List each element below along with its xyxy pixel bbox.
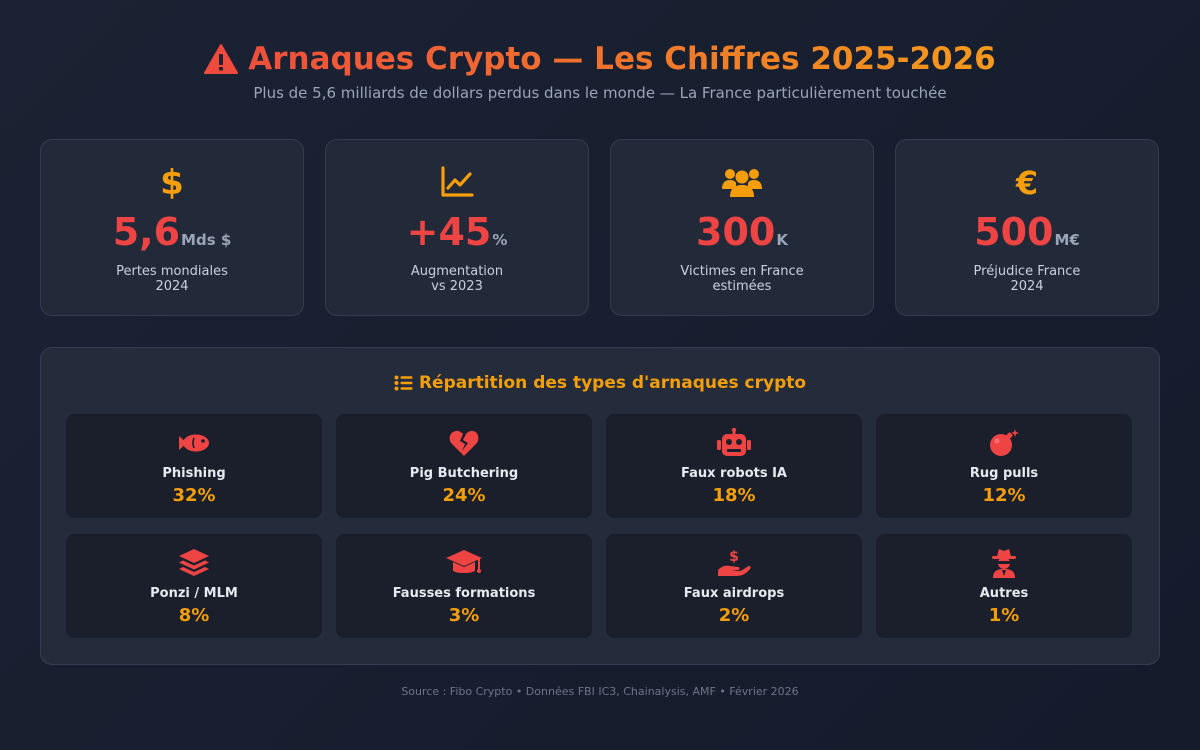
hand-dollar-icon: $ [718, 549, 751, 576]
stat-label: Pertes mondiales [116, 264, 228, 279]
stats-row: $ 5,6 Mds $ Pertes mondiales 2024 +45 % … [40, 139, 1160, 316]
scam-name: Pig Butchering [409, 466, 519, 481]
scam-types-grid: Phishing 32% Pig Butchering 24% [66, 414, 1134, 638]
scam-name: Faux robots IA [680, 466, 787, 481]
graduation-cap-icon [446, 550, 482, 573]
scam-percent: 12% [982, 485, 1026, 506]
scam-percent: 2% [718, 605, 750, 626]
scam-name: Fausses formations [392, 586, 536, 601]
svg-text:$: $ [160, 164, 184, 200]
dollar-icon: $ [160, 164, 184, 200]
stat-value: 500 [974, 210, 1054, 254]
scam-name: Ponzi / MLM [150, 586, 238, 601]
layers-icon [179, 549, 209, 576]
user-secret-icon [992, 549, 1016, 578]
chart-line-icon [441, 166, 474, 197]
scam-card-other: Autres 1% [876, 534, 1132, 638]
svg-text:$: $ [729, 549, 739, 565]
stat-card-increase: +45 % Augmentation vs 2023 [325, 139, 589, 316]
stat-value: +45 [406, 210, 492, 254]
scam-breakdown-panel: Répartition des types d'arnaques crypto … [40, 347, 1160, 665]
scam-percent: 32% [172, 485, 216, 506]
header: Arnaques Crypto — Les Chiffres 2025-2026… [0, 38, 1200, 102]
scam-card-phishing: Phishing 32% [66, 414, 322, 518]
robot-icon [717, 428, 751, 456]
heart-crack-icon [449, 430, 479, 456]
stat-label: Victimes en France [680, 264, 804, 279]
stat-label-sub: 2024 [1010, 279, 1044, 294]
stat-label: Augmentation [410, 264, 504, 279]
scam-name: Autres [979, 586, 1029, 601]
list-icon [394, 375, 413, 391]
stat-unit: K [776, 231, 788, 249]
fish-icon [179, 434, 209, 452]
breakdown-title: Répartition des types d'arnaques crypto [41, 373, 1159, 393]
stat-card-global-losses: $ 5,6 Mds $ Pertes mondiales 2024 [40, 139, 304, 316]
page-title: Arnaques Crypto — Les Chiffres 2025-2026 [204, 38, 996, 80]
source-footer: Source : Fibo Crypto • Données FBI IC3, … [401, 685, 799, 698]
stat-label-sub: 2024 [155, 279, 189, 294]
stat-value: 5,6 [112, 210, 181, 254]
scam-card-rug-pulls: Rug pulls 12% [876, 414, 1132, 518]
stat-unit: % [492, 231, 508, 249]
scam-percent: 3% [448, 605, 480, 626]
stat-unit: Mds $ [181, 231, 232, 249]
stat-label: Préjudice France [973, 264, 1081, 279]
users-icon [722, 169, 762, 197]
breakdown-title-text: Répartition des types d'arnaques crypto [418, 373, 807, 393]
scam-card-pig-butchering: Pig Butchering 24% [336, 414, 592, 518]
stat-label-sub: estimées [712, 279, 772, 294]
scam-card-ponzi-mlm: Ponzi / MLM 8% [66, 534, 322, 638]
page-subtitle: Plus de 5,6 milliards de dollars perdus … [253, 84, 947, 102]
page-title-text: Arnaques Crypto — Les Chiffres 2025-2026 [248, 41, 996, 77]
svg-text:€: € [1015, 164, 1038, 200]
scam-card-fake-trainings: Fausses formations 3% [336, 534, 592, 638]
scam-name: Rug pulls [969, 466, 1039, 481]
warning-icon [204, 44, 239, 74]
bomb-icon [990, 429, 1019, 456]
stat-card-victims: 300 K Victimes en France estimées [610, 139, 874, 316]
scam-name: Faux airdrops [683, 586, 785, 601]
scam-card-fake-ai-bots: Faux robots IA 18% [606, 414, 862, 518]
scam-percent: 18% [712, 485, 756, 506]
stat-card-france-damage: € 500 M€ Préjudice France 2024 [895, 139, 1159, 316]
scam-name: Phishing [162, 466, 226, 481]
scam-percent: 24% [442, 485, 486, 506]
scam-percent: 1% [988, 605, 1020, 626]
scam-card-fake-airdrops: $ Faux airdrops 2% [606, 534, 862, 638]
stat-value: 300 [696, 210, 776, 254]
stat-label-sub: vs 2023 [431, 279, 483, 294]
scam-percent: 8% [178, 605, 210, 626]
stat-unit: M€ [1054, 231, 1080, 249]
euro-icon: € [1015, 164, 1038, 200]
